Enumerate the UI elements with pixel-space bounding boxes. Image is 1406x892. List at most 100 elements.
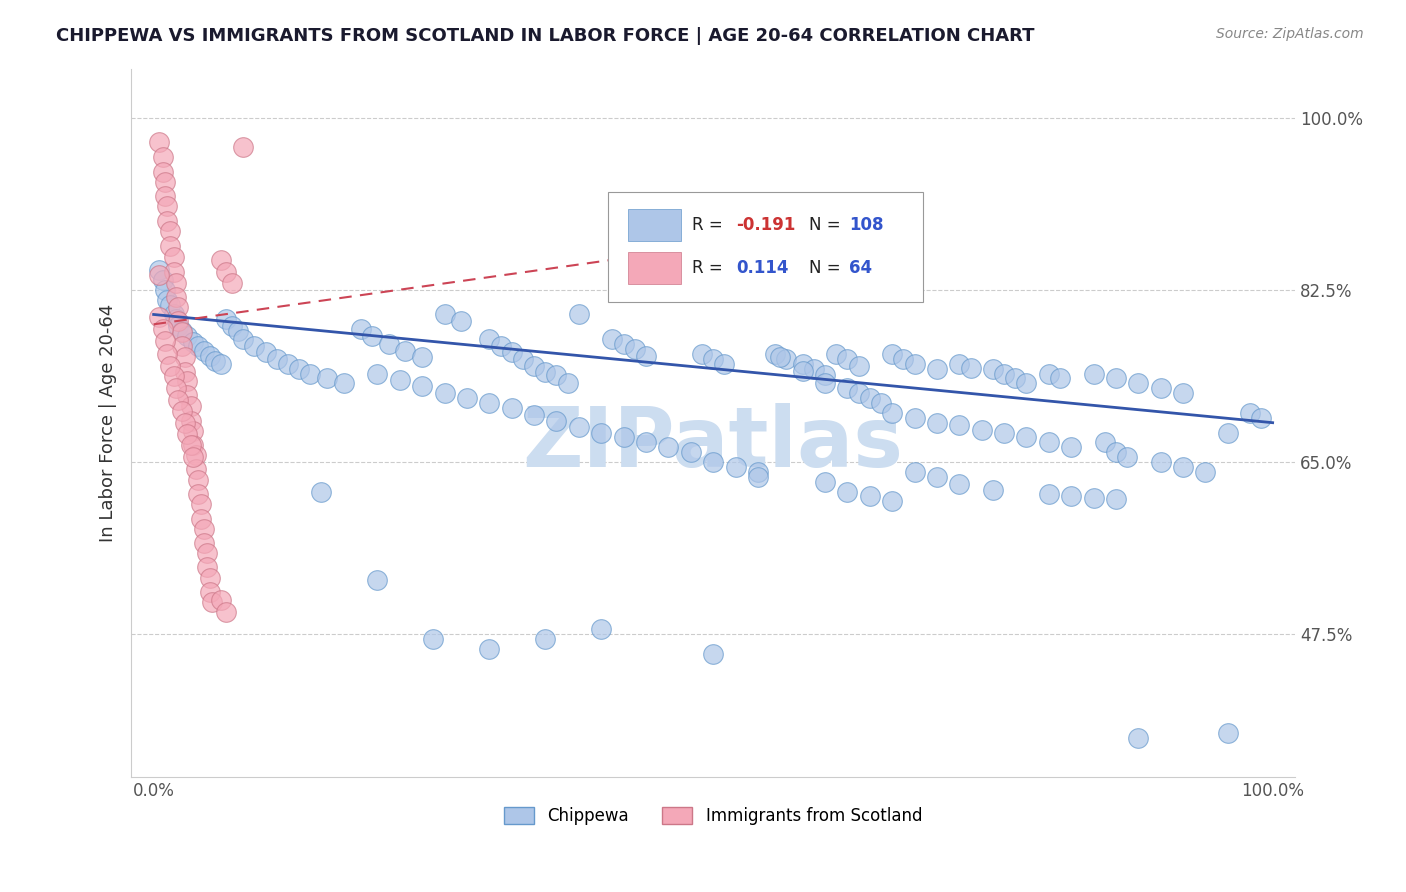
Point [1171,460,1194,475]
Point [193,522,215,536]
Y-axis label: In Labor Force | Age 20-64: In Labor Force | Age 20-64 [100,303,117,541]
Point [775,351,797,366]
Point [201,595,224,609]
Point [159,238,181,252]
Point [433,386,456,401]
Point [167,393,190,408]
Point [859,490,882,504]
Point [512,351,534,366]
Point [1194,465,1216,479]
Point [747,465,769,479]
Point [193,535,215,549]
Point [657,440,679,454]
Point [702,647,724,661]
Point [557,376,579,391]
Point [1150,455,1173,469]
Point [187,486,209,500]
Point [163,308,186,322]
Point [152,150,174,164]
Point [187,339,209,353]
Point [1105,492,1128,507]
Point [769,350,792,364]
Point [1060,440,1083,454]
Point [825,347,848,361]
Point [266,351,288,366]
Text: R =: R = [692,259,728,277]
Point [215,265,238,279]
Point [187,473,209,487]
Point [1004,371,1026,385]
Point [159,359,181,373]
Text: ZIPatlas: ZIPatlas [523,403,904,484]
Point [180,414,202,428]
Point [870,396,893,410]
FancyBboxPatch shape [609,193,922,302]
Point [501,344,523,359]
Point [546,368,568,383]
Point [209,592,232,607]
Point [634,435,657,450]
Point [163,265,186,279]
Point [1105,371,1128,385]
Point [882,406,904,420]
Point [1038,367,1060,381]
Point [422,632,444,647]
Point [176,427,198,442]
Point [215,605,238,619]
Point [186,448,208,462]
Text: Source: ZipAtlas.com: Source: ZipAtlas.com [1216,27,1364,41]
Point [176,375,198,389]
Text: -0.191: -0.191 [737,216,796,234]
Point [193,343,215,358]
Point [148,310,170,325]
Point [232,332,254,346]
Point [501,401,523,415]
Point [153,175,176,189]
Text: N =: N = [808,259,845,277]
Legend: Chippewa, Immigrants from Scotland: Chippewa, Immigrants from Scotland [505,807,922,825]
Point [993,425,1015,440]
Text: R =: R = [692,216,728,234]
Point [803,361,825,376]
Point [702,455,724,469]
Point [456,391,478,405]
Point [1060,490,1083,504]
Point [1038,435,1060,450]
Point [156,199,179,213]
Point [634,349,657,363]
Point [215,312,238,326]
Point [360,329,382,343]
Point [156,293,179,307]
Point [450,314,472,328]
Point [1015,430,1038,444]
Point [170,339,193,353]
Point [1250,410,1272,425]
Bar [628,209,681,241]
Point [388,373,411,387]
Point [1128,376,1150,391]
Point [591,622,613,636]
Point [198,585,221,599]
Point [232,140,254,154]
Point [366,573,388,587]
Point [925,470,948,484]
Point [814,376,837,391]
Point [1150,381,1173,395]
Point [180,399,202,413]
Point [970,423,993,437]
Point [204,353,226,368]
Point [165,312,187,326]
Point [925,416,948,430]
Point [394,343,416,358]
Point [156,347,179,361]
Point [925,361,948,376]
Point [1015,376,1038,391]
Point [702,351,724,366]
Point [254,344,277,359]
Point [316,371,339,385]
Point [679,445,702,459]
Text: N =: N = [808,216,845,234]
Point [489,339,512,353]
Point [534,365,557,379]
Point [1038,486,1060,500]
